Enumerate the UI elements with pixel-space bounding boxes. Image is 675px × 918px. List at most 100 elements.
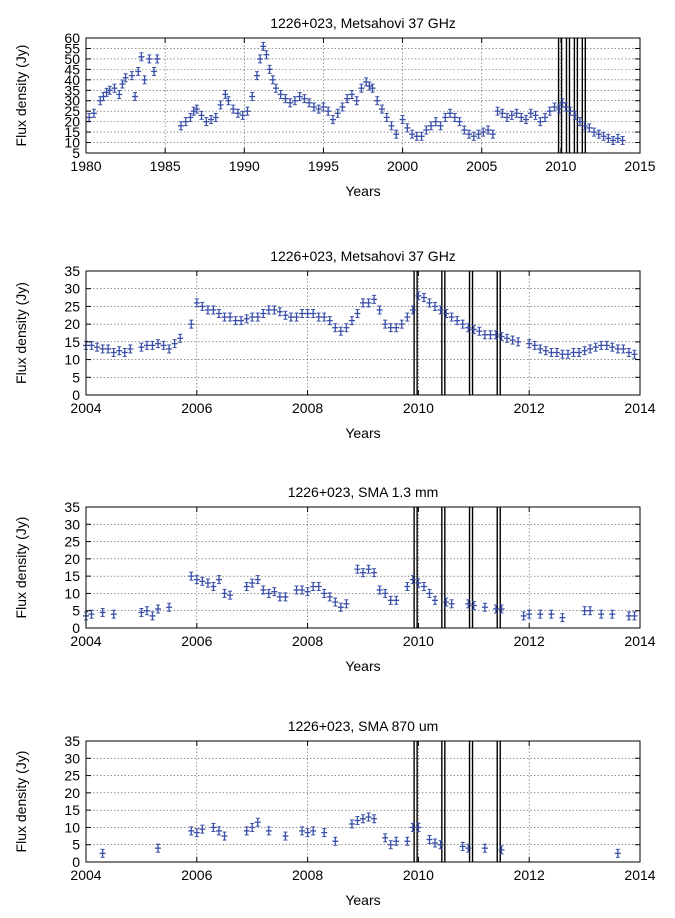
data-point xyxy=(537,609,544,619)
data-point xyxy=(166,344,173,354)
y-tick-label: 50 xyxy=(64,51,80,67)
data-point xyxy=(310,582,317,592)
data-point xyxy=(138,342,145,352)
data-point xyxy=(448,312,455,322)
y-tick-label: 20 xyxy=(64,316,80,332)
data-point xyxy=(415,291,422,301)
x-tick-label: 2012 xyxy=(514,400,545,416)
data-point xyxy=(576,117,583,127)
x-axis-label: Years xyxy=(345,425,380,441)
data-point xyxy=(160,340,167,350)
x-tick-label: 2000 xyxy=(387,158,418,174)
data-point xyxy=(393,323,400,333)
data-point xyxy=(586,123,593,133)
data-point xyxy=(409,129,416,139)
data-point xyxy=(141,75,148,85)
data-point xyxy=(532,110,539,120)
data-point xyxy=(415,822,422,832)
y-tick-label: 35 xyxy=(64,499,80,515)
data-point xyxy=(581,606,588,616)
y-tick-label: 5 xyxy=(72,603,80,619)
data-point xyxy=(199,301,206,311)
data-point xyxy=(520,611,527,621)
data-point xyxy=(320,102,327,112)
data-point xyxy=(310,826,317,836)
data-point xyxy=(470,601,477,611)
data-point xyxy=(383,112,390,122)
data-point xyxy=(461,125,468,135)
data-point xyxy=(329,115,336,125)
y-tick-label: 30 xyxy=(64,516,80,532)
data-point xyxy=(354,564,361,574)
data-point xyxy=(371,814,378,824)
y-tick-label: 0 xyxy=(72,387,80,403)
data-point xyxy=(243,826,250,836)
data-point xyxy=(299,309,306,319)
data-point xyxy=(210,305,217,315)
data-point xyxy=(193,298,200,308)
data-point xyxy=(504,333,511,343)
y-tick-label: 5 xyxy=(72,837,80,853)
data-point xyxy=(315,582,322,592)
data-point xyxy=(88,609,95,619)
data-point xyxy=(90,108,97,118)
data-point xyxy=(365,298,372,308)
data-point xyxy=(609,342,616,352)
x-tick-label: 2014 xyxy=(624,400,655,416)
data-point xyxy=(296,92,303,102)
data-point xyxy=(138,607,145,617)
x-tick-label: 1985 xyxy=(150,158,181,174)
data-point xyxy=(128,71,135,81)
data-point xyxy=(243,582,250,592)
data-point xyxy=(271,305,278,315)
y-tick-label: 20 xyxy=(64,551,80,567)
data-point xyxy=(365,812,372,822)
data-point xyxy=(249,92,256,102)
chart-title: 1226+023, Metsahovi 37 GHz xyxy=(270,15,456,31)
data-point xyxy=(188,571,195,581)
data-point xyxy=(437,121,444,131)
data-point xyxy=(321,312,328,322)
data-point xyxy=(465,323,472,333)
data-point xyxy=(260,41,267,51)
data-point xyxy=(614,133,621,143)
data-point xyxy=(260,585,267,595)
data-point xyxy=(559,349,566,359)
data-point xyxy=(531,340,538,350)
data-point xyxy=(360,568,366,578)
data-point xyxy=(387,595,394,605)
y-tick-label: 5 xyxy=(72,145,80,161)
data-point xyxy=(423,125,430,135)
data-point xyxy=(332,597,339,607)
data-point xyxy=(301,94,308,104)
data-point xyxy=(481,602,488,612)
data-point xyxy=(293,312,300,322)
data-point xyxy=(404,312,411,322)
data-point xyxy=(614,344,621,354)
data-point xyxy=(518,112,525,122)
x-tick-label: 2004 xyxy=(70,633,101,649)
data-point xyxy=(212,112,219,122)
data-point xyxy=(480,127,487,137)
data-point xyxy=(111,83,118,93)
data-point xyxy=(465,843,472,853)
data-point xyxy=(620,344,627,354)
data-point xyxy=(537,117,544,127)
data-point xyxy=(348,89,355,99)
data-point xyxy=(426,298,433,308)
data-point xyxy=(257,54,264,64)
x-tick-label: 1990 xyxy=(229,158,260,174)
data-point xyxy=(513,108,520,118)
data-point xyxy=(343,599,350,609)
data-point xyxy=(498,845,505,855)
data-point xyxy=(116,346,123,356)
data-point xyxy=(99,607,106,617)
data-point xyxy=(489,129,496,139)
y-tick-label: 15 xyxy=(64,568,80,584)
plot-frame xyxy=(85,270,641,396)
data-point xyxy=(193,575,200,585)
data-point xyxy=(334,108,341,118)
data-point xyxy=(143,340,150,350)
data-point xyxy=(253,71,260,81)
data-point xyxy=(509,335,516,345)
